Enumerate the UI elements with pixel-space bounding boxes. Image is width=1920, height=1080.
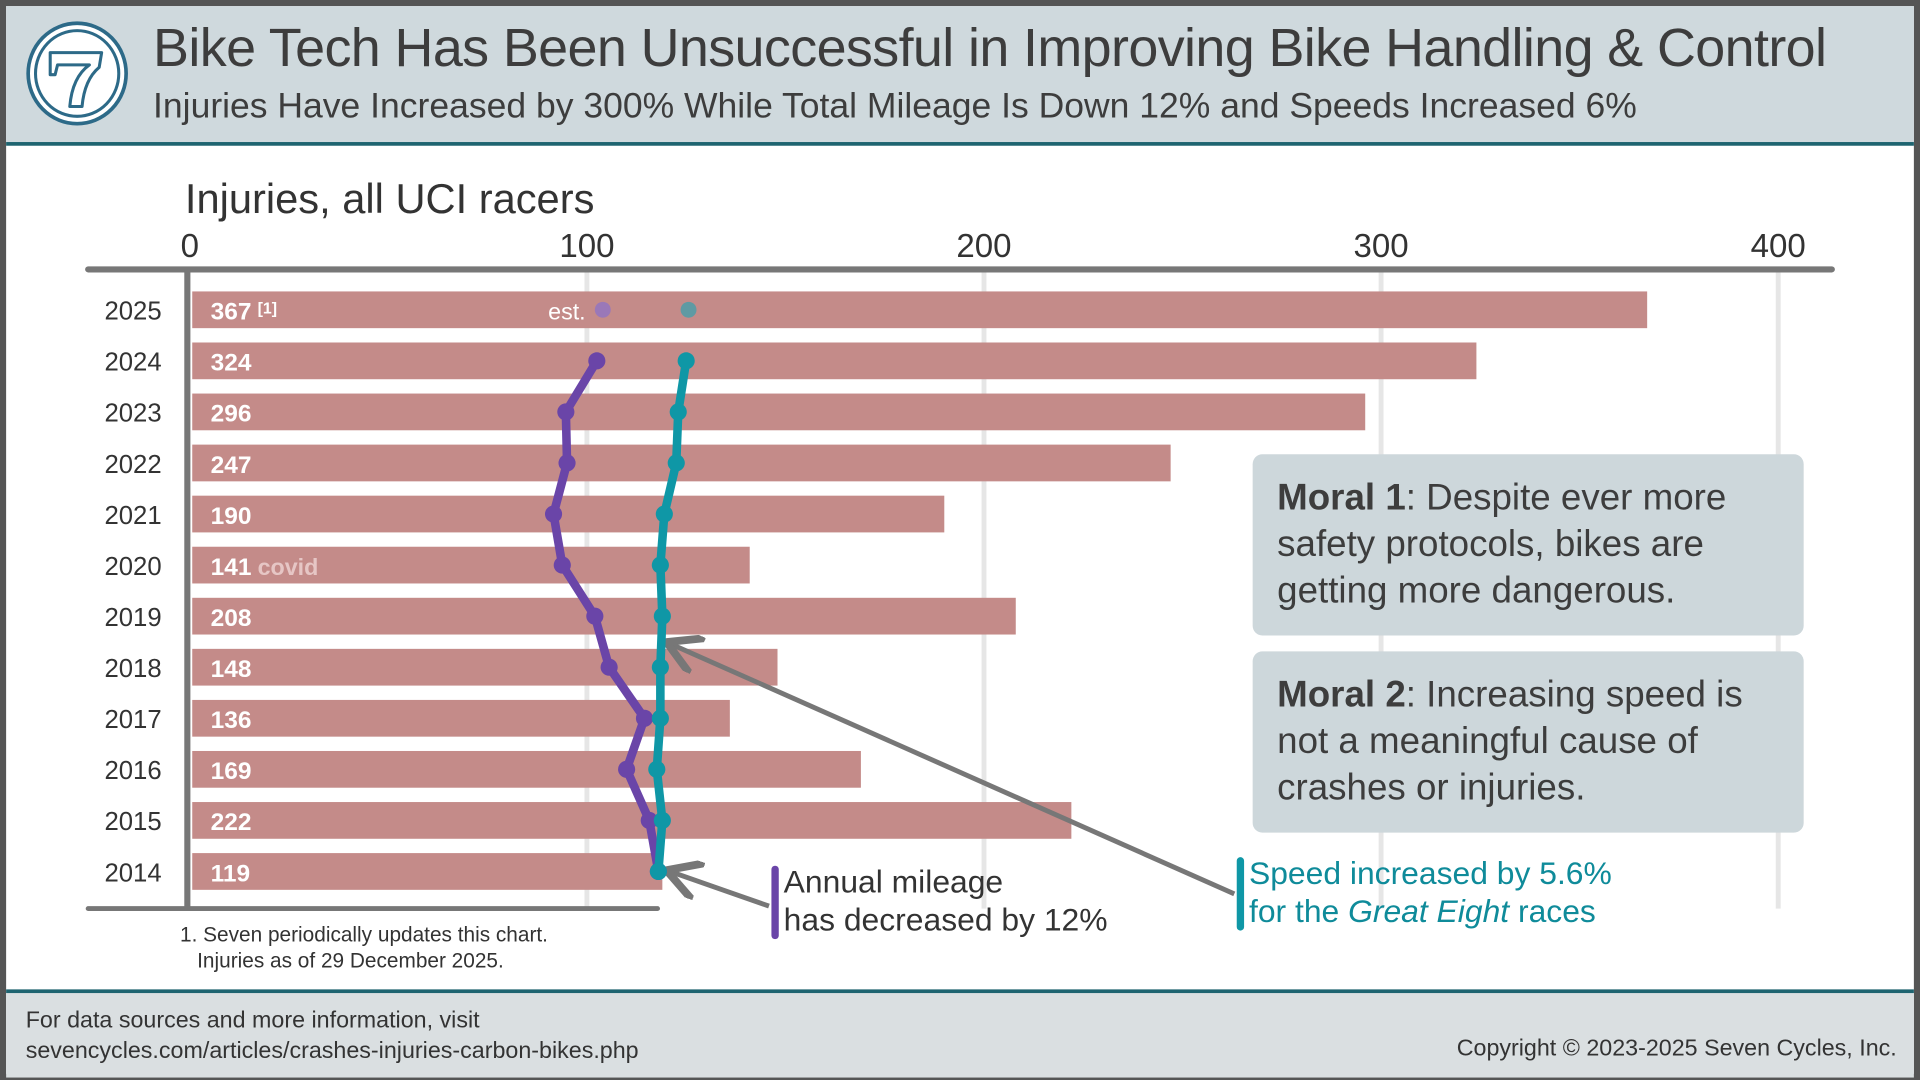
speed-label: Speed increased by 5.6%: [1248, 854, 1612, 892]
bar: [192, 597, 1016, 635]
footnote-line: 1. Seven periodically updates this chart…: [180, 923, 548, 947]
x-tick-label: 300: [1354, 228, 1409, 265]
x-tick-label: 400: [1751, 228, 1806, 265]
speed-marker: [1236, 857, 1245, 931]
bar: [192, 393, 1366, 431]
y-tick-label: 2024: [104, 349, 161, 377]
series-point: [680, 301, 697, 318]
y-tick-label: 2018: [104, 655, 161, 683]
series-point: [649, 862, 667, 881]
series-point: [655, 505, 673, 523]
series-point: [640, 811, 658, 829]
moral-2-box: Moral 2: Increasing speed is not a meani…: [1252, 651, 1804, 833]
y-tick-label: 2021: [104, 502, 161, 530]
mileage-marker: [771, 865, 779, 940]
series-point: [586, 607, 604, 625]
x-tick-label: 100: [559, 228, 614, 265]
copyright: Copyright © 2023-2025 Seven Cycles, Inc.: [1456, 1035, 1897, 1062]
data-label: 324: [211, 350, 252, 377]
series-point: [651, 658, 669, 676]
data-label: 190: [211, 503, 252, 530]
series-point: [600, 658, 618, 676]
data-note: covid: [258, 554, 319, 580]
series-point: [594, 301, 611, 318]
data-label: 119: [211, 860, 250, 887]
data-label: 367: [211, 299, 252, 326]
chart-title: Injuries, all UCI racers: [184, 176, 595, 223]
footer-info: For data sources and more information, v…: [26, 1005, 639, 1066]
series-point: [651, 709, 669, 727]
series-point: [667, 454, 685, 472]
footnote: 1. Seven periodically updates this chart…: [180, 922, 548, 973]
bar: [192, 495, 945, 533]
bar: [192, 802, 1072, 839]
data-label: 208: [211, 605, 252, 632]
footer: For data sources and more information, v…: [6, 989, 1914, 1078]
series-point: [653, 811, 671, 829]
series-point: [653, 607, 671, 625]
mileage-arrow: [671, 872, 770, 909]
bar: [192, 291, 1648, 329]
data-label: 141: [211, 554, 252, 581]
series-point: [677, 352, 695, 370]
data-label: 222: [211, 809, 252, 836]
footer-link[interactable]: sevencycles.com/articles/crashes-injurie…: [25, 1038, 639, 1065]
estimate-label: est.: [548, 299, 585, 325]
y-tick-label: 2020: [104, 553, 161, 581]
bar: [192, 342, 1477, 380]
y-tick-label: 2023: [104, 400, 161, 428]
data-label: 148: [211, 656, 252, 683]
y-tick-label: 2016: [104, 757, 161, 785]
y-tick-label: 2019: [104, 604, 161, 632]
speed-arrow: [671, 644, 1236, 897]
y-tick-label: 2017: [104, 706, 161, 734]
series-point: [669, 403, 687, 421]
y-tick-label: 2015: [104, 808, 161, 836]
x-tick-label: 0: [181, 228, 199, 265]
series-point: [635, 709, 654, 727]
seven-logo-icon: [26, 21, 128, 126]
data-label: 296: [211, 401, 252, 428]
series-point: [544, 505, 563, 523]
bar: [192, 750, 861, 788]
series-point: [618, 760, 636, 778]
y-tick-label: 2025: [104, 298, 161, 326]
speed-label: for the Great Eight races: [1248, 892, 1596, 930]
series-point: [648, 760, 666, 778]
data-label: 247: [211, 452, 252, 479]
footnote-line: Injuries as of 29 December 2025.: [197, 948, 504, 973]
series-point: [651, 556, 669, 574]
mileage-label: Annual mileage: [783, 863, 1004, 901]
data-label: 169: [211, 758, 252, 785]
x-tick-label: 200: [956, 228, 1011, 265]
moral-1-box: Moral 1: Despite ever more safety protoc…: [1252, 454, 1804, 636]
mileage-label: has decreased by 12%: [783, 901, 1108, 938]
series-point: [588, 352, 606, 370]
speed-annotation: Speed increased by 5.6% for the Great Ei…: [1236, 854, 1612, 931]
header: Bike Tech Has Been Unsuccessful in Impro…: [6, 6, 1914, 146]
y-tick-label: 2022: [104, 451, 161, 479]
page-subtitle: Injuries Have Increased by 300% While To…: [153, 86, 1637, 127]
series-point: [557, 403, 575, 421]
mileage-annotation: Annual mileage has decreased by 12%: [771, 863, 1108, 940]
footer-text: For data sources and more information, v…: [25, 1007, 480, 1034]
data-note: [1]: [258, 300, 277, 317]
series-point: [553, 556, 571, 574]
bar: [192, 853, 663, 890]
y-tick-label: 2014: [104, 859, 161, 887]
series-point: [558, 454, 576, 472]
data-label: 136: [211, 707, 252, 734]
page-title: Bike Tech Has Been Unsuccessful in Impro…: [153, 18, 1827, 79]
